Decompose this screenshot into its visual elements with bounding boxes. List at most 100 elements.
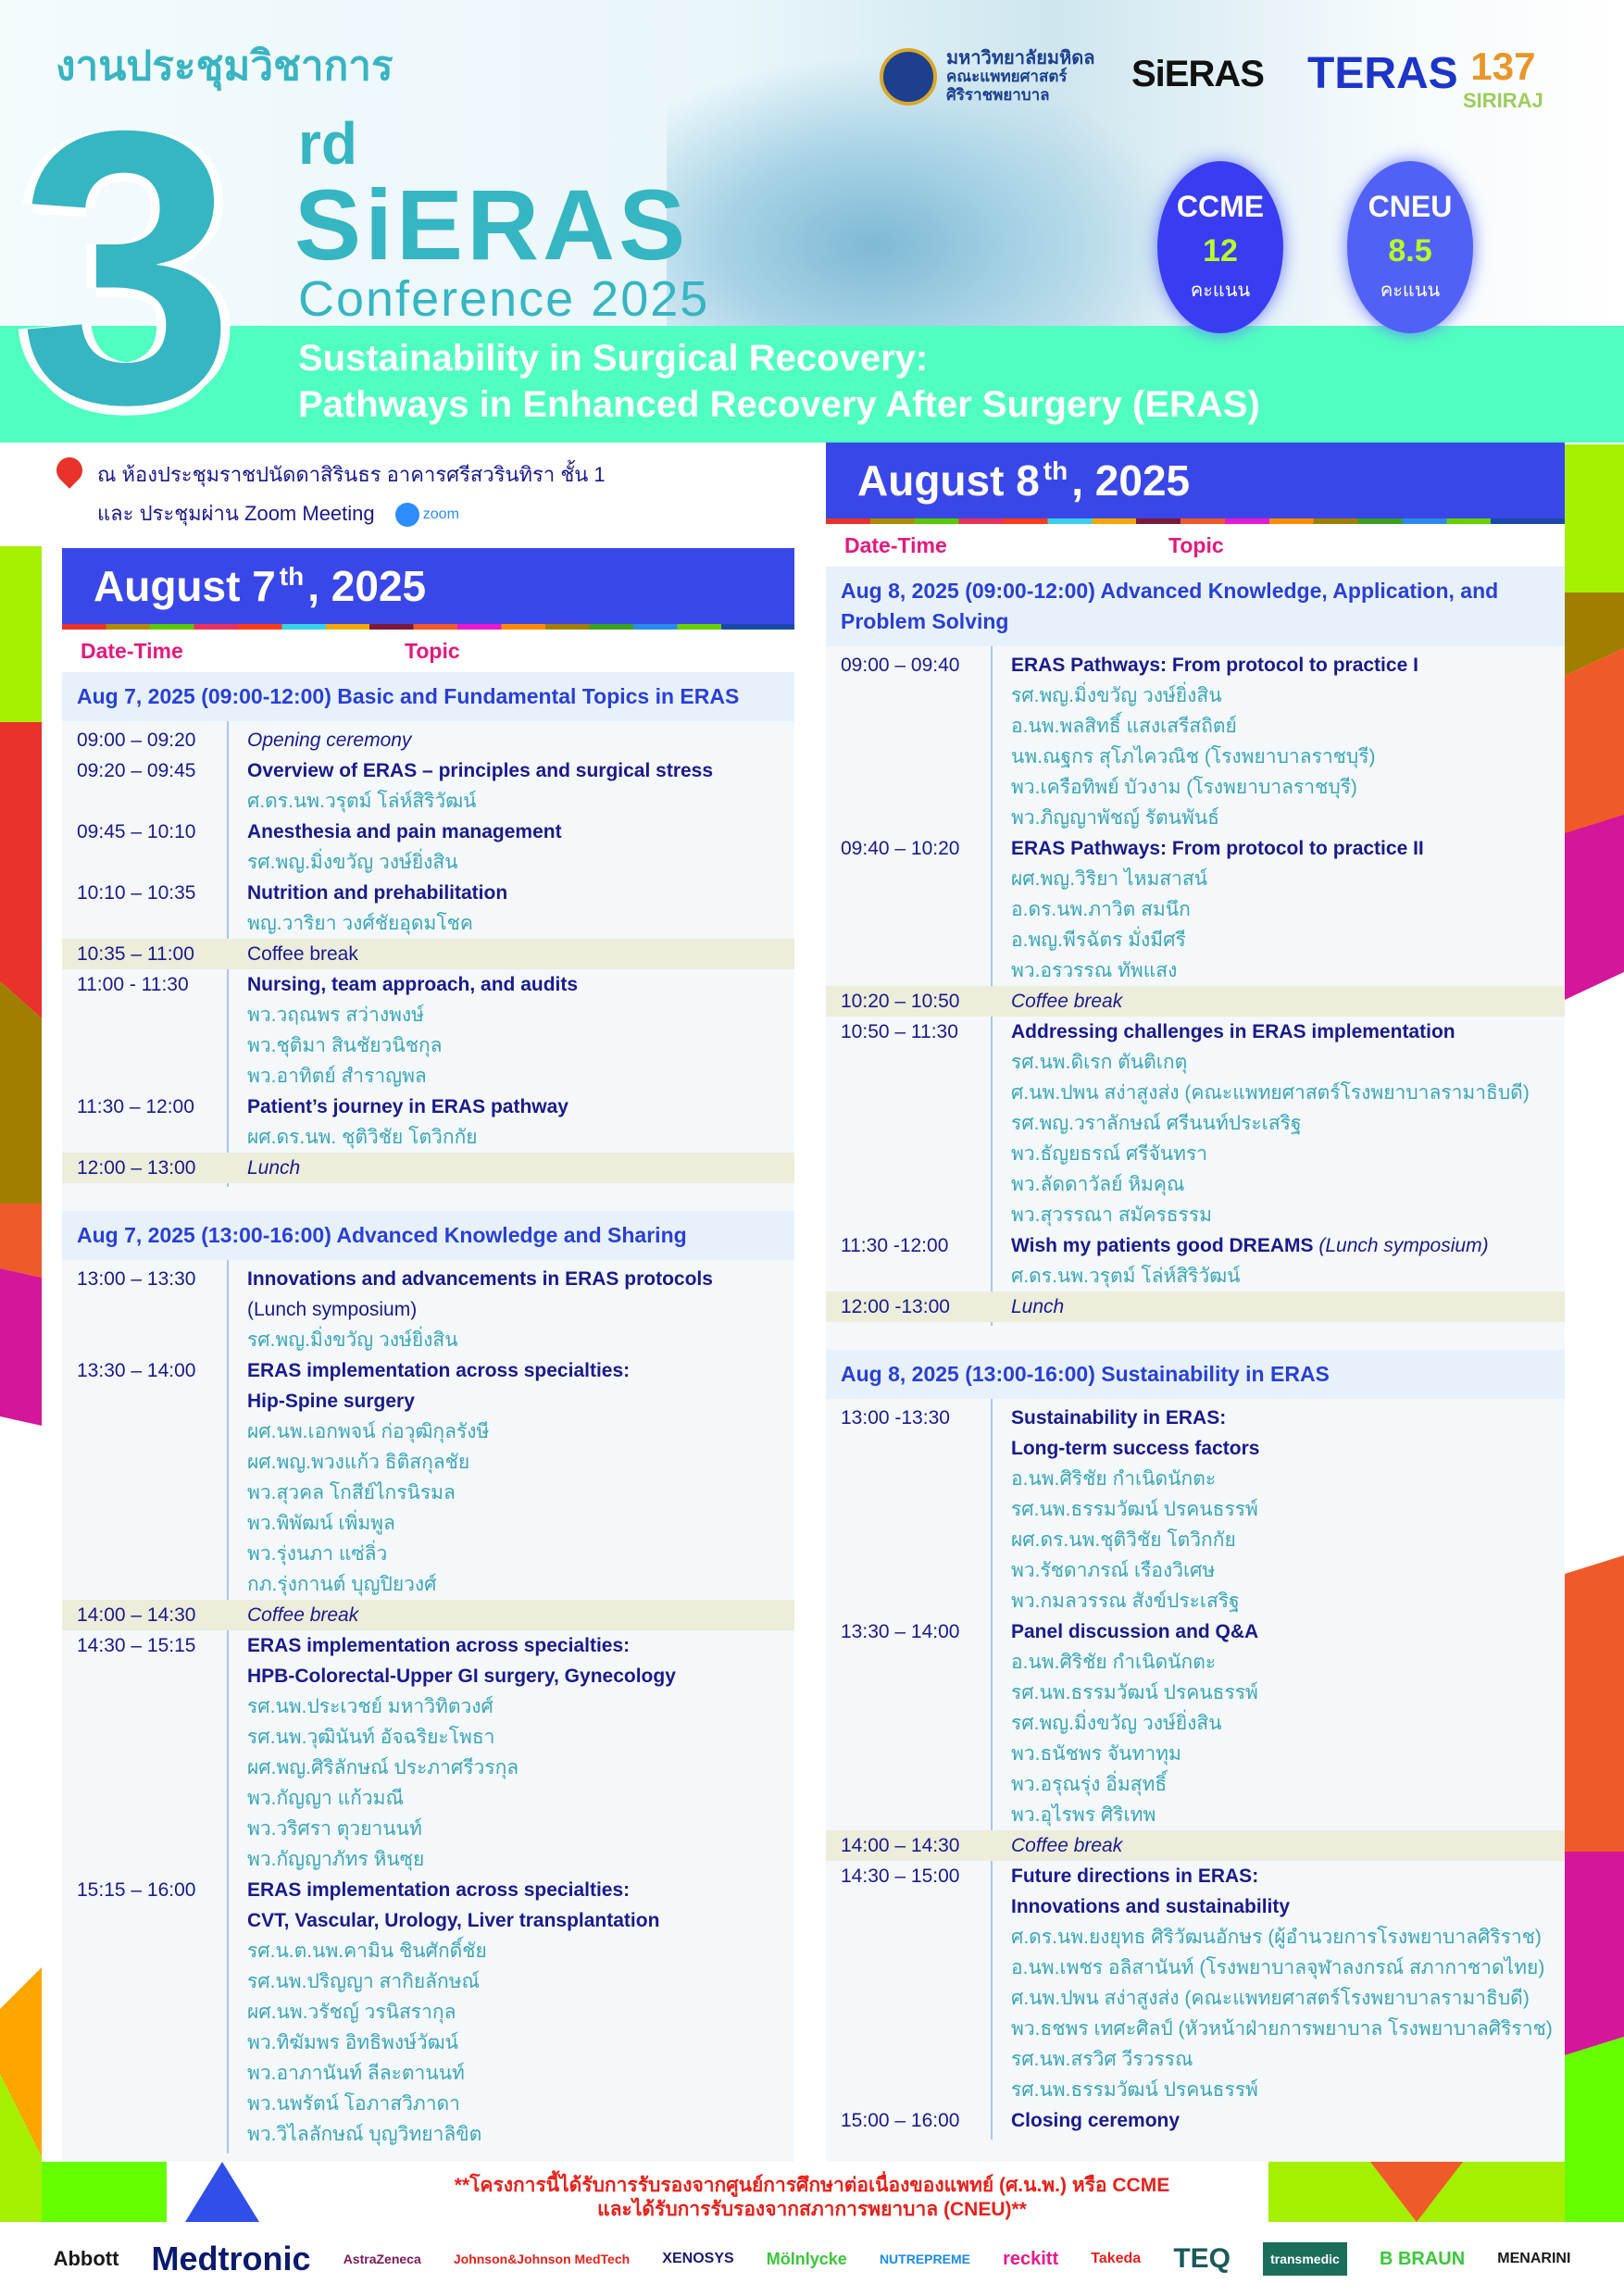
speaker-name-text: รศ.นพ.ประเวชย์ มหาวิทิตวงศ์: [247, 1696, 493, 1717]
time-slot: 11:30 -12:00: [841, 1235, 949, 1256]
speaker-name: ผศ.นพ.เอกพจน์ ก่อวุฒิกุลรังษี: [247, 1416, 630, 1447]
topic-title: ERAS implementation across specialties:: [247, 1875, 659, 1905]
speaker-name-text: รศ.นพ.สรวิศ วีรวรรณ: [1011, 2049, 1193, 2070]
time-slot: 14:00 – 14:30: [77, 1604, 196, 1626]
speaker-name: อ.นพ.ศิริชัย กำเนิดนักตะ: [1011, 1647, 1258, 1678]
topic-cell: Lunch: [993, 1292, 1064, 1322]
topic-title: Overview of ERAS – principles and surgic…: [247, 755, 713, 786]
topic-title-text: Opening ceremony: [247, 730, 412, 751]
time-slot: 13:30 – 14:00: [77, 1360, 196, 1381]
topic-cell: Patient’s journey in ERAS pathway ผศ.ดร.น…: [229, 1092, 568, 1153]
speaker-name: พว.ทิฆัมพร อิทธิพงษ์วัฒน์: [247, 2028, 659, 2058]
schedule-row: 15:15 – 16:00 ERAS implementation across …: [62, 1875, 794, 2150]
schedule-row: 09:45 – 10:10 Anesthesia and pain managem…: [62, 817, 794, 878]
topic-title: Innovations and advancements in ERAS pro…: [247, 1264, 713, 1294]
topic-cell: ERAS implementation across specialties: H…: [229, 1630, 676, 1875]
break-label: Coffee break: [247, 1600, 358, 1630]
time-slot: 11:30 – 12:00: [77, 1096, 194, 1117]
sponsor-logo: Mölnlycke: [766, 2249, 847, 2268]
topic-title: ERAS implementation across specialties:: [247, 1630, 676, 1661]
speaker-name: พว.อาภานันท์ ลีละตานนท์: [247, 2058, 659, 2089]
speaker-name-text: ศ.ดร.นพ.ยงยุทธ ศิริวัฒนอักษร (ผู้อำนวยกา…: [1011, 1927, 1542, 1948]
speaker-name: ศ.นพ.ปพน สง่าสูงส่ง (คณะแพทยศาสตร์โรงพยา…: [1011, 1983, 1553, 2014]
speaker-name-text: พว.ภิญญาพัชญ์ รัตนพันธ์: [1011, 807, 1220, 829]
speaker-name-text: ผศ.พญ.วิริยา ไหมสาสน์: [1011, 868, 1208, 890]
time-slot: 15:15 – 16:00: [77, 1879, 196, 1901]
topic-title: CVT, Vascular, Urology, Liver transplant…: [247, 1905, 659, 1936]
speaker-name-text: ผศ.นพ.วรัชญ์ วรนิสรากุล: [247, 2002, 456, 2023]
speaker-name-text: รศ.พญ.มิ่งขวัญ วงษ์ยิ่งสิน: [247, 852, 458, 873]
siriraj-name: SIRIRAJ: [1463, 89, 1543, 112]
siriraj-137-logo: 137 SIRIRAJ: [1463, 44, 1543, 113]
speaker-name-text: พว.กัญญา แก้วมณี: [247, 1788, 404, 1809]
topic-cell: Lunch: [229, 1153, 300, 1183]
speaker-name: พว.ลัดดาวัลย์ หิมคุณ: [1011, 1169, 1530, 1200]
time-slot: 09:00 – 09:40: [841, 655, 960, 676]
conference-theme: Sustainability in Surgical Recovery: Pat…: [298, 335, 1260, 428]
break-label-text: Coffee break: [1011, 991, 1123, 1012]
speaker-name-text: รศ.พญ.มิ่งขวัญ วงษ์ยิ่งสิน: [1011, 685, 1222, 706]
break-label-text: Coffee break: [247, 943, 358, 965]
session-rows: 13:00 – 13:30 Innovations and advancement…: [62, 1260, 794, 2153]
venue-line-2: และ ประชุมผ่าน Zoom Meeting: [97, 502, 375, 525]
column-divider: [991, 1399, 993, 2140]
topic-title-text: ERAS Pathways: From protocol to practice…: [1011, 838, 1424, 859]
speaker-name-text: พว.ชุติมา สินชัยวนิชกุล: [247, 1035, 443, 1056]
day1-schedule: Date-Time Topic Aug 7, 2025 (09:00-12:00) …: [62, 624, 794, 2162]
schedule-row: 09:20 – 09:45 Overview of ERAS – principl…: [62, 755, 794, 817]
speaker-name-text: อ.นพ.ศิริชัย กำเนิดนักตะ: [1011, 1652, 1217, 1673]
theme-line-2: Pathways in Enhanced Recovery After Surg…: [298, 384, 1260, 425]
topic-title-text: Addressing challenges in ERAS implementa…: [1011, 1021, 1455, 1042]
topic-title-text: Overview of ERAS – principles and surgic…: [247, 760, 714, 781]
speaker-name: ศ.นพ.ปพน สง่าสูงส่ง (คณะแพทยศาสตร์โรงพยา…: [1011, 1078, 1530, 1108]
topic-title: Nursing, team approach, and audits: [247, 969, 578, 1000]
speaker-name-text: พว.รัชดาภรณ์ เรืองวิเศษ: [1011, 1560, 1216, 1581]
time-slot: 12:00 -13:00: [841, 1296, 950, 1317]
speaker-name-text: ศ.ดร.นพ.วรุตม์ โล่ห์สิริวัฒน์: [247, 791, 477, 812]
topic-title-text: HPB-Colorectal-Upper GI surgery, Gynecol…: [247, 1666, 676, 1687]
topic-title-text: Innovations and sustainability: [1011, 1896, 1291, 1917]
speaker-name-text: รศ.พญ.มิ่งขวัญ วงษ์ยิ่งสิน: [247, 1329, 458, 1351]
topic-title: Long-term success factors: [1011, 1433, 1259, 1464]
topic-title-text: Wish my patients good DREAMS: [1011, 1235, 1319, 1256]
speaker-name: พว.รัชดาภรณ์ เรืองวิเศษ: [1011, 1555, 1259, 1586]
sponsor-logo: Medtronic: [151, 2240, 311, 2277]
topic-title: Opening ceremony: [247, 725, 411, 755]
schedule-row: 15:00 – 16:00 Closing ceremony: [826, 2105, 1565, 2136]
topic-cell: Overview of ERAS – principles and surgic…: [229, 755, 713, 817]
topic-title-text: Closing ceremony: [1011, 2110, 1181, 2131]
topic-cell: Coffee break: [993, 1830, 1122, 1861]
topic-cell: ERAS implementation across specialties: H…: [229, 1355, 630, 1600]
speaker-name: อ.นพ.เพชร อลิสานันท์ (โรงพยาบาลจุฬาลงกรณ…: [1011, 1953, 1553, 1983]
day-year: , 2025: [307, 562, 427, 610]
note-line-1: **โครงการนี้ได้รับการรับรองจากศูนย์การศึ…: [454, 2175, 1170, 2196]
day-date-suffix: th: [1043, 456, 1068, 485]
speaker-name: พว.อุไรพร ศิริเทพ: [1011, 1800, 1258, 1830]
cneu-credit-badge: CNEU 8.5 คะแนน: [1347, 161, 1473, 333]
speaker-name: รศ.พญ.มิ่งขวัญ วงษ์ยิ่งสิน: [247, 1325, 713, 1355]
ordinal-number: 3: [19, 51, 235, 485]
speaker-name-text: พว.กมลวรรณ สังข์ประเสริฐ: [1011, 1591, 1240, 1612]
credit-unit: คะแนน: [1190, 281, 1251, 301]
speaker-name: รศ.พญ.มิ่งขวัญ วงษ์ยิ่งสิน: [247, 847, 562, 878]
topic-title-text: ERAS implementation across specialties:: [247, 1360, 631, 1381]
speaker-name: อ.นพ.พลสิทธิ์ แสงเสรีสถิตย์: [1011, 711, 1418, 742]
speaker-name: ผศ.ดร.นพ.ชุติวิชัย โตวิกกัย: [1011, 1525, 1259, 1555]
topic-title: Panel discussion and Q&A: [1011, 1616, 1258, 1647]
speaker-name: พว.สุวคล โกสีย์ไกรนิรมล: [247, 1478, 630, 1508]
sponsor-logo: NUTREPREME: [879, 2252, 970, 2266]
speaker-name: พว.อาทิตย์ สำราญพล: [247, 1061, 578, 1092]
session-rows: 09:00 – 09:20 Opening ceremony 09:20 – 09:…: [62, 721, 794, 1187]
credit-name: CNEU: [1368, 190, 1453, 223]
speaker-name-text: พว.เครือทิพย์ บัวงาม (โรงพยาบาลราชบุรี): [1011, 777, 1357, 798]
topic-cell: Coffee break: [993, 986, 1122, 1017]
topic-cell: Closing ceremony: [993, 2105, 1180, 2136]
session-header: Aug 7, 2025 (09:00-12:00) Basic and Fund…: [62, 672, 794, 721]
mahidol-name: มหาวิทยาลัยมหิดล: [946, 48, 1095, 69]
topic-title: Patient’s journey in ERAS pathway: [247, 1092, 568, 1122]
topic-title: Sustainability in ERAS:: [1011, 1403, 1259, 1433]
speaker-name-text: รศ.นพ.ปริญญา สากิยลักษณ์: [247, 1971, 481, 1992]
speaker-name-text: พว.วฤณพร สว่างพงษ์: [247, 1004, 425, 1026]
speaker-name: พว.พิพัฒน์ เพิ่มพูล: [247, 1508, 630, 1539]
